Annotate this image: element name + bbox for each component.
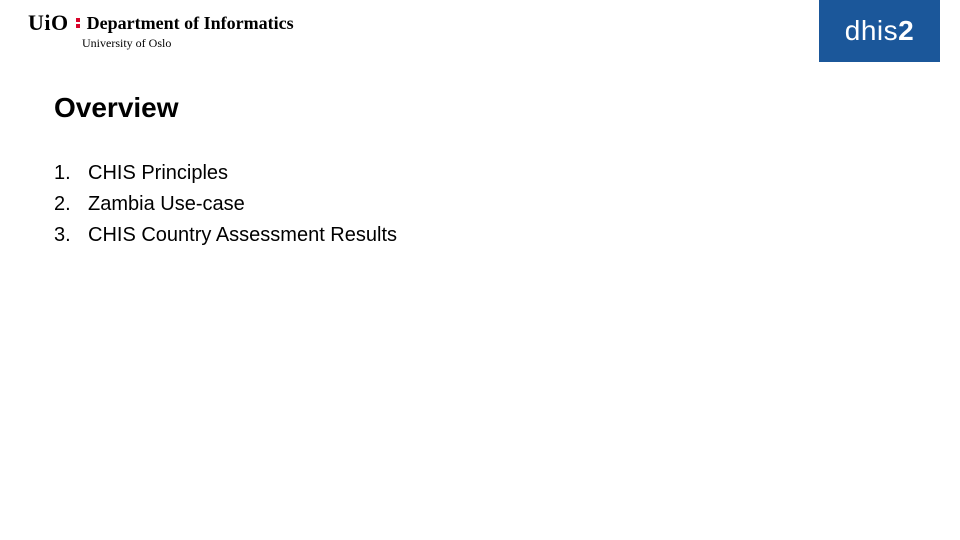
dhis2-logo-text: dhis2 (845, 15, 914, 47)
agenda-item-number: 1. (54, 158, 88, 189)
slide: UiO Department of Informatics University… (0, 0, 960, 540)
agenda-item: 1. CHIS Principles (54, 158, 397, 189)
dhis2-badge: dhis2 (819, 0, 940, 62)
agenda-item-number: 2. (54, 189, 88, 220)
dhis-word: dhis (845, 15, 898, 46)
dhis-two: 2 (898, 15, 914, 46)
uio-colon-icon (76, 18, 80, 28)
uio-main-line: UiO Department of Informatics (28, 10, 294, 36)
agenda-item: 2. Zambia Use-case (54, 189, 397, 220)
uio-subtitle: University of Oslo (82, 36, 294, 51)
agenda-item-text: CHIS Principles (88, 158, 228, 189)
uio-wordmark: UiO (28, 10, 69, 36)
slide-title: Overview (54, 92, 179, 124)
agenda-list: 1. CHIS Principles 2. Zambia Use-case 3.… (54, 158, 397, 251)
agenda-item-text: Zambia Use-case (88, 189, 245, 220)
agenda-item-text: CHIS Country Assessment Results (88, 220, 397, 251)
uio-logo-block: UiO Department of Informatics University… (28, 10, 294, 51)
agenda-item-number: 3. (54, 220, 88, 251)
uio-department: Department of Informatics (87, 13, 294, 34)
agenda-item: 3. CHIS Country Assessment Results (54, 220, 397, 251)
